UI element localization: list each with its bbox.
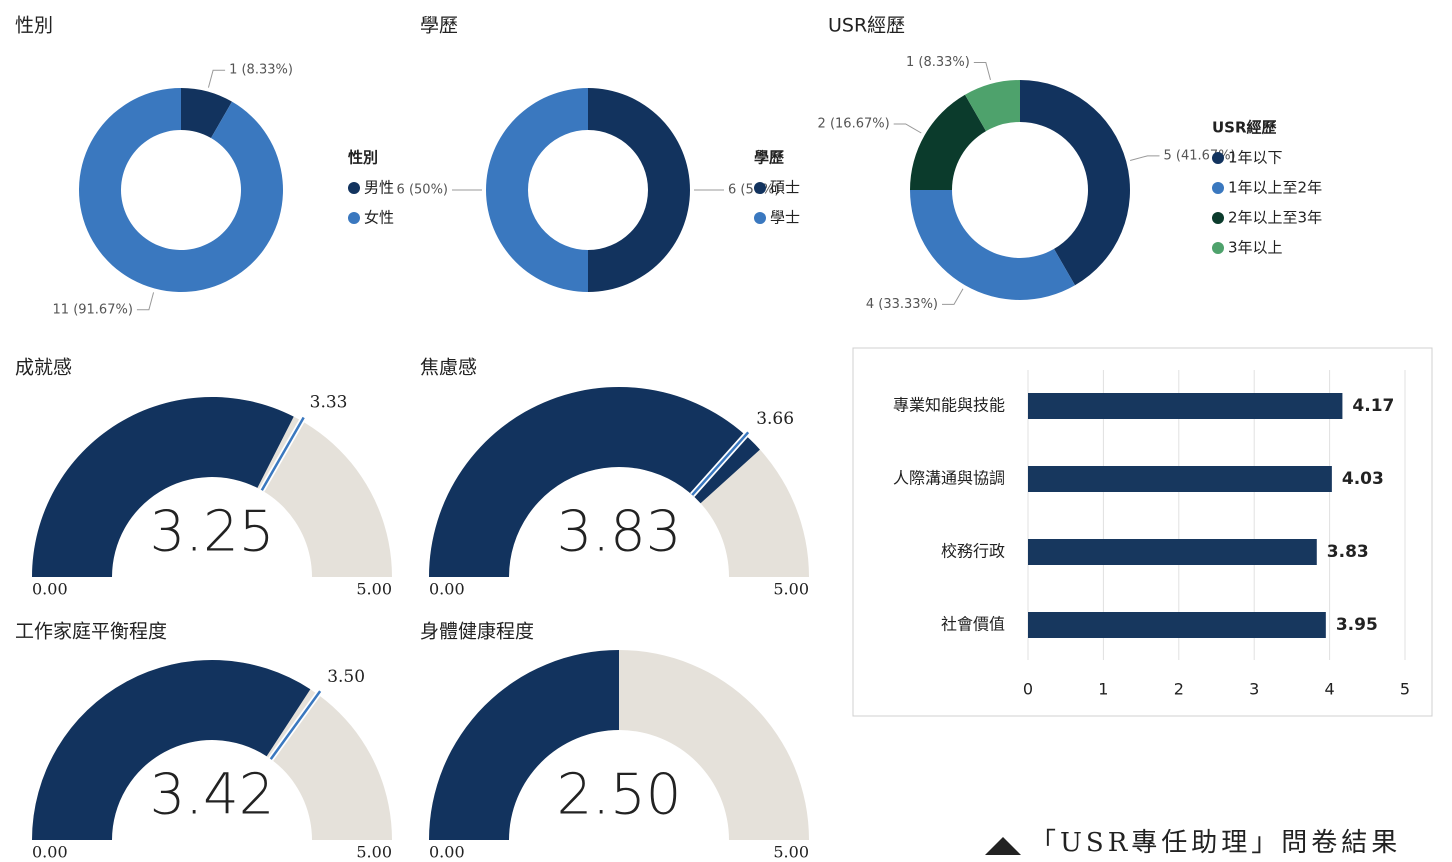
- donut-slice: [79, 88, 284, 292]
- data-label: 11 (91.67%): [53, 302, 133, 317]
- data-label: 4.03: [1342, 469, 1384, 489]
- bar: [1028, 612, 1326, 638]
- legend-label: 2年以上至3年: [1228, 209, 1322, 227]
- target-label: 3.33: [310, 393, 348, 413]
- donut-slice: [910, 94, 986, 190]
- chart-title: USR經歷: [828, 15, 905, 37]
- legend-label: 1年以上至2年: [1228, 179, 1322, 197]
- gauge-value: [429, 650, 619, 840]
- y-tick-label: 人際溝通與協調: [893, 469, 1005, 488]
- target-line: [260, 416, 305, 491]
- leader-line: [973, 61, 991, 81]
- leader-line: [1129, 155, 1160, 161]
- target-label: 3.66: [756, 409, 794, 429]
- gauge-value-label: 3.83: [557, 499, 682, 564]
- y-tick-label: 社會價值: [941, 615, 1005, 634]
- data-label: 6 (50%): [397, 183, 448, 198]
- target-line: [269, 690, 322, 760]
- legend-label: 男性: [364, 179, 394, 197]
- legend-label: 碩士: [770, 179, 800, 197]
- donut-slice: [588, 88, 690, 292]
- x-tick-label: 0: [1023, 680, 1033, 699]
- legend-title: 學歷: [754, 149, 784, 167]
- range-label: 0.00: [429, 843, 465, 862]
- range-label: 0.00: [32, 580, 68, 599]
- legend-title: 性別: [348, 149, 378, 167]
- legend-swatch: [1212, 182, 1224, 194]
- x-tick-label: 5: [1400, 680, 1410, 699]
- gauge-value: [32, 659, 311, 840]
- donut-slice: [181, 88, 232, 139]
- leader-line: [942, 288, 964, 305]
- x-tick-label: 1: [1098, 680, 1108, 699]
- x-tick-label: 3: [1249, 680, 1259, 699]
- chart-title: 焦慮感: [420, 357, 477, 379]
- leader-line: [893, 123, 922, 134]
- legend-swatch: [1212, 242, 1224, 254]
- legend-swatch: [1212, 152, 1224, 164]
- legend-swatch: [754, 212, 766, 224]
- gauge-value-label: 2.50: [557, 762, 682, 827]
- data-label: 3.95: [1336, 615, 1378, 635]
- data-label: 6 (50%): [728, 183, 779, 198]
- range-label: 5.00: [773, 580, 809, 599]
- caption: 「USR專任助理」問卷結果: [1030, 828, 1401, 858]
- range-label: 5.00: [356, 580, 392, 599]
- x-tick-label: 4: [1325, 680, 1335, 699]
- legend-label: 女性: [364, 209, 394, 227]
- leader-line: [207, 69, 226, 88]
- range-label: 0.00: [429, 580, 465, 599]
- donut-slice: [910, 190, 1075, 300]
- data-label: 2 (16.67%): [818, 117, 890, 132]
- gauge-value: [429, 387, 760, 577]
- legend-swatch: [348, 212, 360, 224]
- data-label: 1 (8.33%): [229, 63, 293, 78]
- data-label: 3.83: [1327, 542, 1369, 562]
- chart-title: 學歷: [420, 15, 458, 37]
- leader-line: [136, 292, 155, 311]
- donut-slice: [486, 88, 588, 292]
- legend-title: USR經歷: [1212, 119, 1277, 137]
- gauge-value-label: 3.42: [150, 762, 275, 827]
- range-label: 5.00: [773, 843, 809, 862]
- gauge-value: [32, 396, 294, 577]
- caption-triangle: [985, 837, 1021, 855]
- chart-title: 身體健康程度: [420, 621, 534, 643]
- y-tick-label: 專業知能與技能: [893, 396, 1005, 415]
- legend-swatch: [348, 182, 360, 194]
- legend-label: 1年以下: [1228, 149, 1283, 167]
- chart-title: 工作家庭平衡程度: [15, 621, 167, 643]
- legend-label: 學士: [770, 209, 800, 227]
- data-label: 5 (41.67%): [1164, 148, 1236, 163]
- bar: [1028, 466, 1332, 492]
- legend-swatch: [1212, 212, 1224, 224]
- data-label: 4.17: [1352, 396, 1394, 416]
- chart-title: 性別: [15, 15, 53, 37]
- range-label: 0.00: [32, 843, 68, 862]
- range-label: 5.00: [356, 843, 392, 862]
- chart-title: 成就感: [15, 357, 72, 379]
- legend-swatch: [754, 182, 766, 194]
- bar: [1028, 539, 1317, 565]
- target-label: 3.50: [327, 667, 365, 687]
- x-tick-label: 2: [1174, 680, 1184, 699]
- gauge-value-label: 3.25: [150, 499, 275, 564]
- donut-slice: [1020, 80, 1130, 286]
- bar: [1028, 393, 1343, 419]
- data-label: 1 (8.33%): [906, 55, 970, 70]
- data-label: 4 (33.33%): [866, 297, 938, 312]
- donut-slice: [965, 80, 1020, 132]
- legend-label: 3年以上: [1228, 239, 1283, 257]
- target-line: [691, 431, 750, 496]
- y-tick-label: 校務行政: [941, 542, 1005, 561]
